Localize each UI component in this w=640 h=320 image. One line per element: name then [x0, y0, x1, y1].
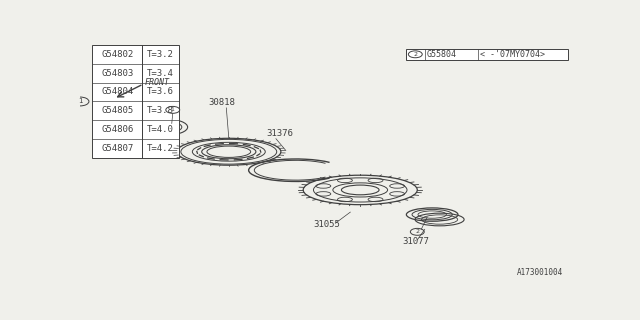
- Text: G54802: G54802: [101, 50, 133, 59]
- Text: 2: 2: [413, 52, 417, 57]
- Text: G55804: G55804: [426, 50, 456, 59]
- Text: 1: 1: [77, 99, 83, 104]
- Text: T=3.4: T=3.4: [147, 68, 174, 77]
- Text: 30818: 30818: [208, 98, 235, 108]
- Bar: [92, 44, 179, 158]
- Text: G54804: G54804: [101, 87, 133, 97]
- Text: G54805: G54805: [101, 107, 133, 116]
- Text: T=3.6: T=3.6: [147, 87, 174, 97]
- Text: A173001004: A173001004: [517, 268, 564, 277]
- Text: T=3.2: T=3.2: [147, 50, 174, 59]
- Text: T=3.8: T=3.8: [147, 107, 174, 116]
- Text: G54807: G54807: [101, 144, 133, 153]
- Text: T=4.0: T=4.0: [147, 125, 174, 134]
- Text: FRONT: FRONT: [145, 78, 170, 87]
- Bar: [406, 49, 568, 60]
- Text: T=4.2: T=4.2: [147, 144, 174, 153]
- Text: 1: 1: [171, 107, 175, 112]
- Text: 31055: 31055: [313, 220, 340, 229]
- Text: < -'07MY0704>: < -'07MY0704>: [480, 50, 545, 59]
- Text: G54803: G54803: [101, 68, 133, 77]
- Text: 31376: 31376: [266, 129, 293, 138]
- Text: G54806: G54806: [101, 125, 133, 134]
- Text: 31077: 31077: [403, 237, 429, 246]
- Text: 2: 2: [415, 229, 419, 234]
